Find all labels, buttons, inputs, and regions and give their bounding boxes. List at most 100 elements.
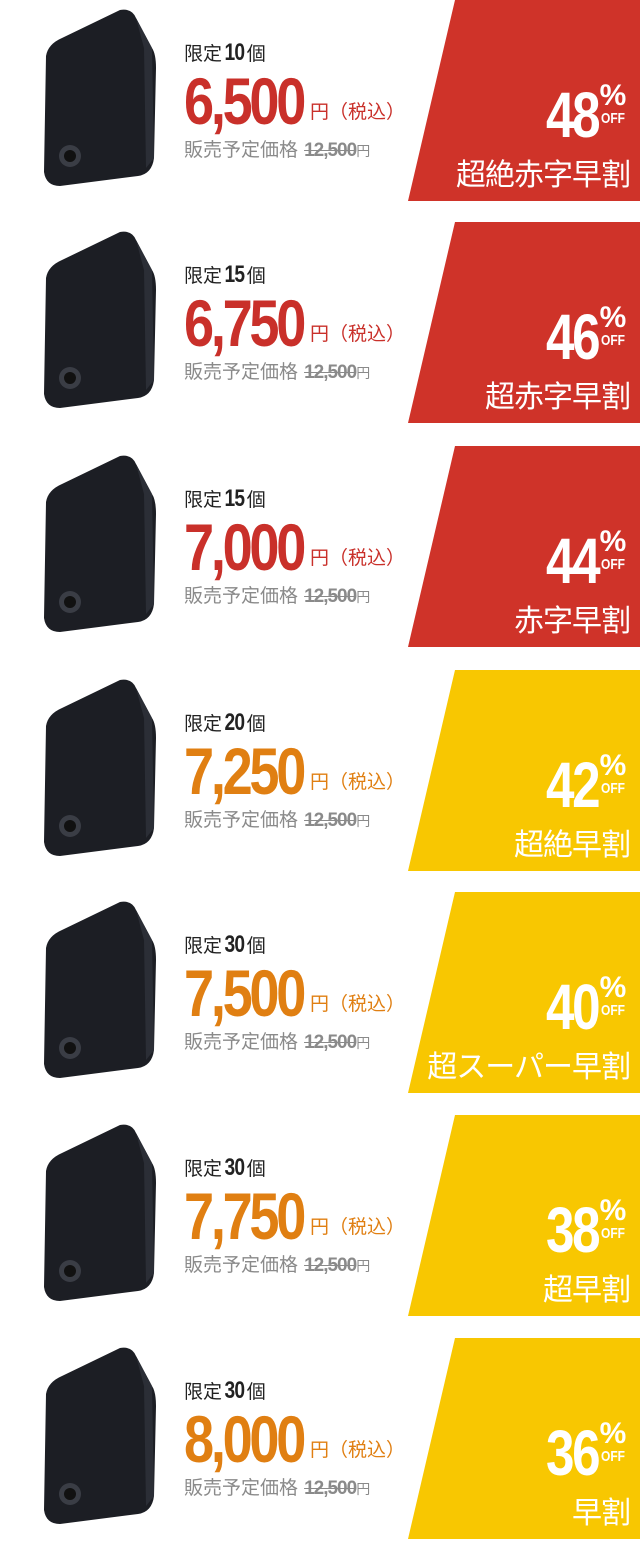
original-price-yen: 円 [356, 1036, 371, 1052]
discount-label: 超スーパー早割 [427, 1050, 631, 1085]
percent-off-mark: % OFF [598, 1417, 628, 1465]
original-price-label: 販売予定価格 [184, 585, 299, 607]
off-text: OFF [601, 110, 625, 127]
percent-off-mark: % OFF [598, 79, 628, 127]
limit-number: 15 [224, 261, 245, 288]
original-price-yen: 円 [356, 1259, 371, 1275]
price-tier: 限定 20 個 7,250 円（税込） 販売予定価格 12,500円 42% OFF 超… [0, 670, 640, 871]
tier-info: 限定 30 個 8,000 円（税込） 販売予定価格 12,500円 [184, 1378, 405, 1502]
limit-number: 20 [224, 709, 245, 736]
limit-quantity: 限定 15 個 [184, 486, 405, 512]
price-tier: 限定 10 個 6,500 円（税込） 販売予定価格 12,500円 48% OFF 超… [0, 0, 640, 201]
price-tier: 限定 15 個 6,750 円（税込） 販売予定価格 12,500円 46% OFF 超… [0, 222, 640, 423]
yen-tax-label: 円（税込） [310, 1216, 406, 1238]
limit-suffix: 個 [246, 1158, 266, 1180]
original-price-yen: 円 [356, 366, 371, 382]
limit-prefix: 限定 [184, 489, 223, 511]
original-price-label: 販売予定価格 [184, 1477, 299, 1499]
tier-info: 限定 30 個 7,500 円（税込） 販売予定価格 12,500円 [184, 932, 405, 1056]
percent-sign: % [599, 1194, 627, 1227]
tier-info: 限定 15 個 6,750 円（税込） 販売予定価格 12,500円 [184, 262, 405, 386]
sale-price: 6,750 円（税込） [184, 288, 405, 358]
original-price-value: 12,500 [304, 1032, 357, 1053]
limit-suffix: 個 [246, 489, 266, 511]
discount-number: 40 [545, 971, 601, 1043]
discount-banner: 46% OFF 超赤字早割 [408, 222, 640, 423]
yen-tax-label: 円（税込） [310, 771, 406, 793]
limit-number: 30 [224, 1154, 245, 1181]
discount-number: 38 [545, 1194, 601, 1266]
product-bag-image [44, 679, 156, 856]
discount-number: 42 [545, 749, 601, 821]
original-price: 販売予定価格 12,500円 [184, 806, 405, 834]
original-price-yen: 円 [356, 144, 371, 160]
discount-percent: 40% OFF [533, 970, 628, 1044]
limit-suffix: 個 [246, 43, 266, 65]
sale-price: 7,250 円（税込） [184, 736, 405, 806]
limit-quantity: 限定 30 個 [184, 932, 405, 958]
discount-banner: 44% OFF 赤字早割 [408, 446, 640, 647]
limit-quantity: 限定 15 個 [184, 262, 405, 288]
limit-quantity: 限定 20 個 [184, 710, 405, 736]
percent-off-mark: % OFF [598, 749, 628, 797]
sale-price: 6,500 円（税込） [184, 66, 405, 136]
percent-sign: % [599, 525, 627, 558]
discount-label: 早割 [572, 1496, 631, 1531]
discount-banner: 48% OFF 超絶赤字早割 [408, 0, 640, 201]
limit-quantity: 限定 30 個 [184, 1155, 405, 1181]
discount-number: 46 [545, 301, 601, 373]
price-number: 7,750 [184, 1179, 306, 1253]
limit-prefix: 限定 [184, 43, 223, 65]
limit-prefix: 限定 [184, 1381, 223, 1403]
yen-tax-label: 円（税込） [310, 1439, 406, 1461]
yen-tax-label: 円（税込） [310, 323, 406, 345]
limit-suffix: 個 [246, 1381, 266, 1403]
limit-quantity: 限定 30 個 [184, 1378, 405, 1404]
discount-percent: 44% OFF [533, 524, 628, 598]
discount-percent: 36% OFF [533, 1416, 628, 1490]
discount-banner: 42% OFF 超絶早割 [408, 670, 640, 871]
discount-number: 44 [545, 525, 601, 597]
product-bag-image [44, 901, 156, 1078]
limit-prefix: 限定 [184, 713, 223, 735]
price-number: 7,500 [184, 956, 306, 1030]
sale-price: 7,750 円（税込） [184, 1181, 405, 1251]
yen-tax-label: 円（税込） [310, 101, 406, 123]
percent-sign: % [599, 79, 627, 112]
percent-sign: % [599, 749, 627, 782]
original-price: 販売予定価格 12,500円 [184, 1474, 405, 1502]
original-price-yen: 円 [356, 1482, 371, 1498]
percent-sign: % [599, 971, 627, 1004]
discount-number: 36 [545, 1417, 601, 1489]
discount-label: 超赤字早割 [485, 380, 631, 415]
limit-suffix: 個 [246, 265, 266, 287]
tier-info: 限定 20 個 7,250 円（税込） 販売予定価格 12,500円 [184, 710, 405, 834]
sale-price: 7,500 円（税込） [184, 958, 405, 1028]
original-price-yen: 円 [356, 590, 371, 606]
percent-sign: % [599, 301, 627, 334]
percent-sign: % [599, 1417, 627, 1450]
discount-percent: 42% OFF [533, 748, 628, 822]
original-price-label: 販売予定価格 [184, 1254, 299, 1276]
original-price-label: 販売予定価格 [184, 139, 299, 161]
percent-off-mark: % OFF [598, 971, 628, 1019]
limit-quantity: 限定 10 個 [184, 40, 405, 66]
original-price-value: 12,500 [304, 1255, 357, 1276]
limit-suffix: 個 [246, 935, 266, 957]
tier-info: 限定 30 個 7,750 円（税込） 販売予定価格 12,500円 [184, 1155, 405, 1279]
original-price: 販売予定価格 12,500円 [184, 136, 405, 164]
limit-number: 30 [224, 1377, 245, 1404]
off-text: OFF [601, 1448, 625, 1465]
limit-prefix: 限定 [184, 265, 223, 287]
percent-off-mark: % OFF [598, 525, 628, 573]
discount-percent: 38% OFF [533, 1193, 628, 1267]
discount-label: 超絶早割 [514, 828, 631, 863]
off-text: OFF [601, 1002, 625, 1019]
off-text: OFF [601, 1225, 625, 1242]
discount-percent: 46% OFF [533, 300, 628, 374]
price-number: 8,000 [184, 1402, 306, 1476]
price-tier: 限定 30 個 7,500 円（税込） 販売予定価格 12,500円 40% OFF 超… [0, 892, 640, 1093]
original-price-label: 販売予定価格 [184, 361, 299, 383]
original-price: 販売予定価格 12,500円 [184, 1251, 405, 1279]
limit-prefix: 限定 [184, 935, 223, 957]
